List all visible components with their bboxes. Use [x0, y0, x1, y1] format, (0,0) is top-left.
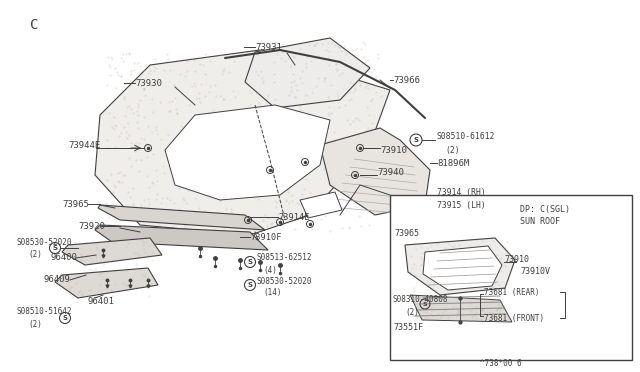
Polygon shape [95, 225, 268, 250]
Text: 96400: 96400 [50, 253, 77, 263]
Text: S: S [248, 259, 253, 265]
Text: (14): (14) [263, 289, 282, 298]
Text: S: S [63, 315, 67, 321]
Text: 73910F: 73910F [250, 232, 282, 241]
Text: S: S [52, 245, 58, 251]
Text: 73910: 73910 [380, 145, 407, 154]
Text: S08530-52020: S08530-52020 [257, 276, 312, 285]
Text: 73930: 73930 [135, 78, 162, 87]
Text: (2): (2) [445, 145, 460, 154]
Text: DP: C(SGL): DP: C(SGL) [520, 205, 570, 214]
Text: C: C [30, 18, 38, 32]
Text: S08510-61612: S08510-61612 [437, 131, 495, 141]
Text: 73551F: 73551F [393, 324, 423, 333]
Text: S: S [422, 301, 428, 307]
Text: (2): (2) [405, 308, 419, 317]
Text: S08310-40808: S08310-40808 [393, 295, 449, 305]
Polygon shape [245, 38, 370, 108]
Text: 73965: 73965 [62, 199, 89, 208]
Text: 73910: 73910 [504, 256, 529, 264]
Text: 73965: 73965 [394, 228, 419, 237]
Text: 73940: 73940 [377, 167, 404, 176]
Polygon shape [405, 238, 515, 295]
Text: S: S [413, 137, 419, 143]
Text: (2): (2) [28, 250, 42, 260]
Text: (2): (2) [28, 320, 42, 328]
Text: (4): (4) [263, 266, 277, 275]
Polygon shape [320, 128, 430, 215]
Polygon shape [62, 238, 162, 265]
Text: 73910V: 73910V [520, 267, 550, 276]
Polygon shape [423, 246, 502, 290]
Polygon shape [300, 192, 342, 218]
Text: S08510-51642: S08510-51642 [16, 308, 72, 317]
Text: SUN ROOF: SUN ROOF [520, 217, 560, 225]
Text: 81896M: 81896M [437, 158, 469, 167]
Text: 96401: 96401 [87, 298, 114, 307]
Text: 96409: 96409 [43, 276, 70, 285]
Text: S08513-62512: S08513-62512 [257, 253, 312, 263]
Text: 73681 (FRONT): 73681 (FRONT) [484, 314, 544, 323]
Text: 73966: 73966 [393, 76, 420, 84]
Polygon shape [98, 205, 265, 230]
Text: 73914 (RH): 73914 (RH) [437, 187, 486, 196]
Text: 73681 (REAR): 73681 (REAR) [484, 288, 540, 296]
Text: 73944E: 73944E [68, 141, 100, 150]
Text: 73914E: 73914E [278, 212, 310, 221]
Polygon shape [410, 295, 512, 322]
Text: 73915 (LH): 73915 (LH) [437, 201, 486, 209]
Polygon shape [165, 105, 330, 200]
Polygon shape [95, 50, 390, 235]
Text: S08530-52020: S08530-52020 [16, 237, 72, 247]
Text: 73931: 73931 [255, 42, 282, 51]
Polygon shape [55, 268, 158, 298]
Text: ^738*00 6: ^738*00 6 [480, 359, 522, 369]
Text: 73920: 73920 [78, 221, 105, 231]
Bar [390, 195, 632, 360]
Text: S: S [248, 282, 253, 288]
